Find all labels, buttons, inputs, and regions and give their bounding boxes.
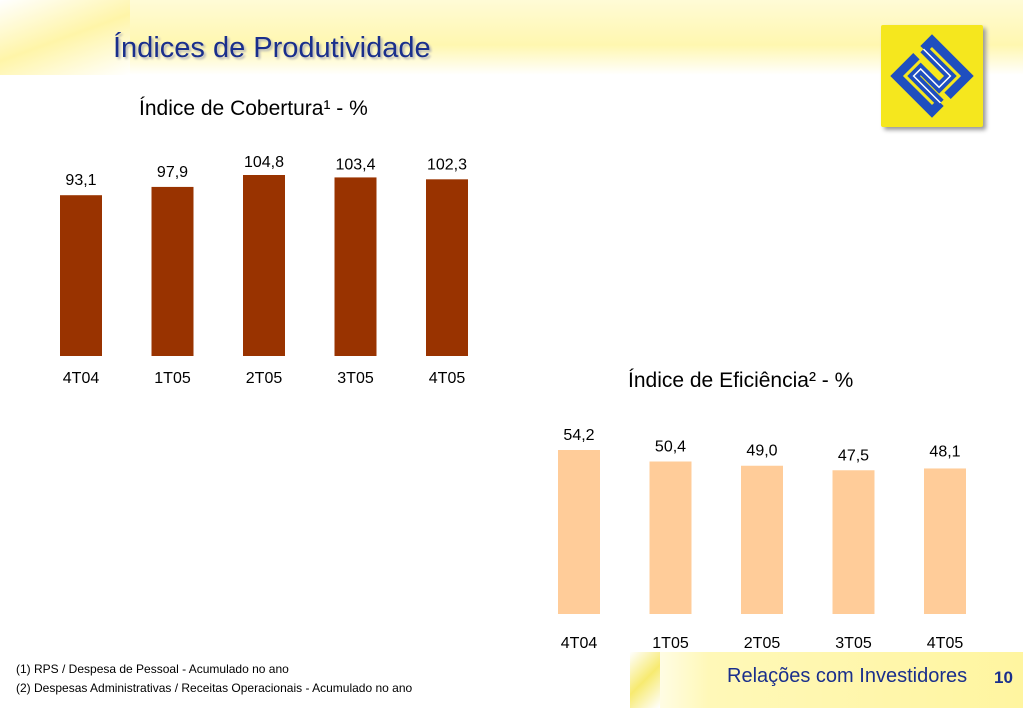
cobertura-bar-2T05 bbox=[243, 175, 285, 356]
cobertura-value-label-1T05: 97,9 bbox=[157, 164, 188, 181]
cobertura-chart-title: Índice de Cobertura¹ - % bbox=[139, 97, 368, 120]
eficiencia-value-label-4T05: 48,1 bbox=[929, 443, 960, 460]
cobertura-category-label-3T05: 3T05 bbox=[337, 370, 374, 387]
eficiencia-category-label-4T04: 4T04 bbox=[561, 635, 598, 652]
cobertura-category-label-2T05: 2T05 bbox=[246, 370, 283, 387]
footer-stripe bbox=[630, 652, 660, 708]
title-band-accent bbox=[0, 0, 130, 75]
banco-do-brasil-logo-icon bbox=[881, 25, 983, 127]
page-title: Índices de Produtividade bbox=[113, 32, 431, 64]
eficiencia-bar-1T05 bbox=[649, 461, 692, 614]
eficiencia-category-label-2T05: 2T05 bbox=[744, 635, 781, 652]
eficiencia-value-label-4T04: 54,2 bbox=[563, 427, 594, 444]
eficiencia-chart-title: Índice de Eficiência² - % bbox=[628, 369, 854, 392]
footer-band bbox=[630, 652, 1023, 708]
eficiencia-bar-4T04 bbox=[558, 450, 600, 614]
cobertura-value-label-2T05: 104,8 bbox=[244, 154, 284, 171]
cobertura-category-label-1T05: 1T05 bbox=[154, 370, 191, 387]
cobertura-value-label-4T04: 93,1 bbox=[65, 172, 96, 189]
eficiencia-bar-3T05 bbox=[832, 470, 875, 614]
eficiencia-value-label-1T05: 50,4 bbox=[655, 438, 686, 455]
cobertura-category-label-4T04: 4T04 bbox=[63, 370, 100, 387]
cobertura-value-label-4T05: 102,3 bbox=[427, 156, 467, 173]
page-number: 10 bbox=[994, 668, 1013, 687]
cobertura-bar-4T05 bbox=[426, 179, 468, 356]
eficiencia-value-label-3T05: 47,5 bbox=[838, 447, 869, 464]
eficiencia-category-label-3T05: 3T05 bbox=[835, 635, 872, 652]
cobertura-bar-3T05 bbox=[334, 177, 377, 356]
eficiencia-bar-4T05 bbox=[924, 468, 966, 614]
eficiencia-bar-2T05 bbox=[741, 465, 783, 614]
footer-text: Relações com Investidores bbox=[727, 665, 968, 687]
eficiencia-category-label-4T05: 4T05 bbox=[927, 635, 964, 652]
eficiencia-value-label-2T05: 49,0 bbox=[746, 443, 777, 460]
cobertura-value-label-3T05: 103,4 bbox=[335, 156, 375, 173]
eficiencia-chart: 54,2 4T04 50,4 1T05 49,0 2T05 47,5 3T05 48,1 4T05 bbox=[558, 427, 966, 652]
cobertura-bar-1T05 bbox=[151, 186, 194, 356]
title-band bbox=[0, 0, 1023, 75]
footnote-1: (1) RPS / Despesa de Pessoal - Acumulado… bbox=[16, 662, 289, 676]
cobertura-chart: 93,1 4T04 97,9 1T05 104,8 2T05 103,4 3T05 102,3 4… bbox=[60, 154, 468, 387]
cobertura-bar-4T04 bbox=[60, 195, 102, 356]
footnote-2: (2) Despesas Administrativas / Receitas … bbox=[16, 681, 413, 695]
cobertura-category-label-4T05: 4T05 bbox=[429, 370, 466, 387]
eficiencia-category-label-1T05: 1T05 bbox=[652, 635, 689, 652]
